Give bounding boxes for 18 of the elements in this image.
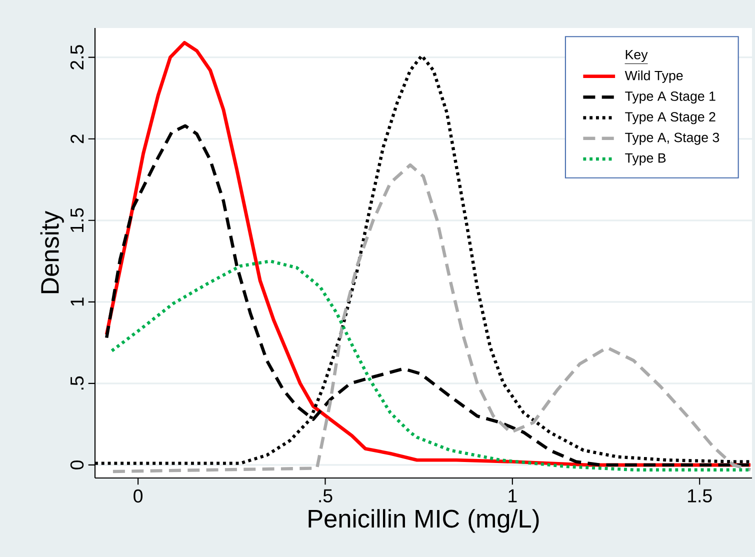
legend-label: Wild Type [624,70,683,83]
x-axis-title: Penicillin MIC (mg/L) [308,509,539,533]
legend-label: Type A, Stage 3 [625,132,720,145]
y-tick-label: .5 [70,376,84,390]
x-tick-label: 0 [134,489,143,503]
y-tick-label: 1.5 [70,208,84,232]
y-axis-title: Density [40,210,64,294]
legend-title: Key [626,50,648,62]
legend-label: Type A Stage 1 [625,91,716,104]
x-tick-label: 1 [508,489,517,502]
y-tick-label: 2.5 [70,45,84,70]
legend-label: Type B [625,153,666,166]
y-tick-label: 2 [70,134,84,144]
x-tick-label: .5 [319,489,332,502]
y-tick-label: 1 [70,298,84,306]
y-tick-label: 0 [70,460,84,470]
x-tick-label: 1.5 [688,489,712,502]
legend-label: Type A Stage 2 [625,112,716,124]
